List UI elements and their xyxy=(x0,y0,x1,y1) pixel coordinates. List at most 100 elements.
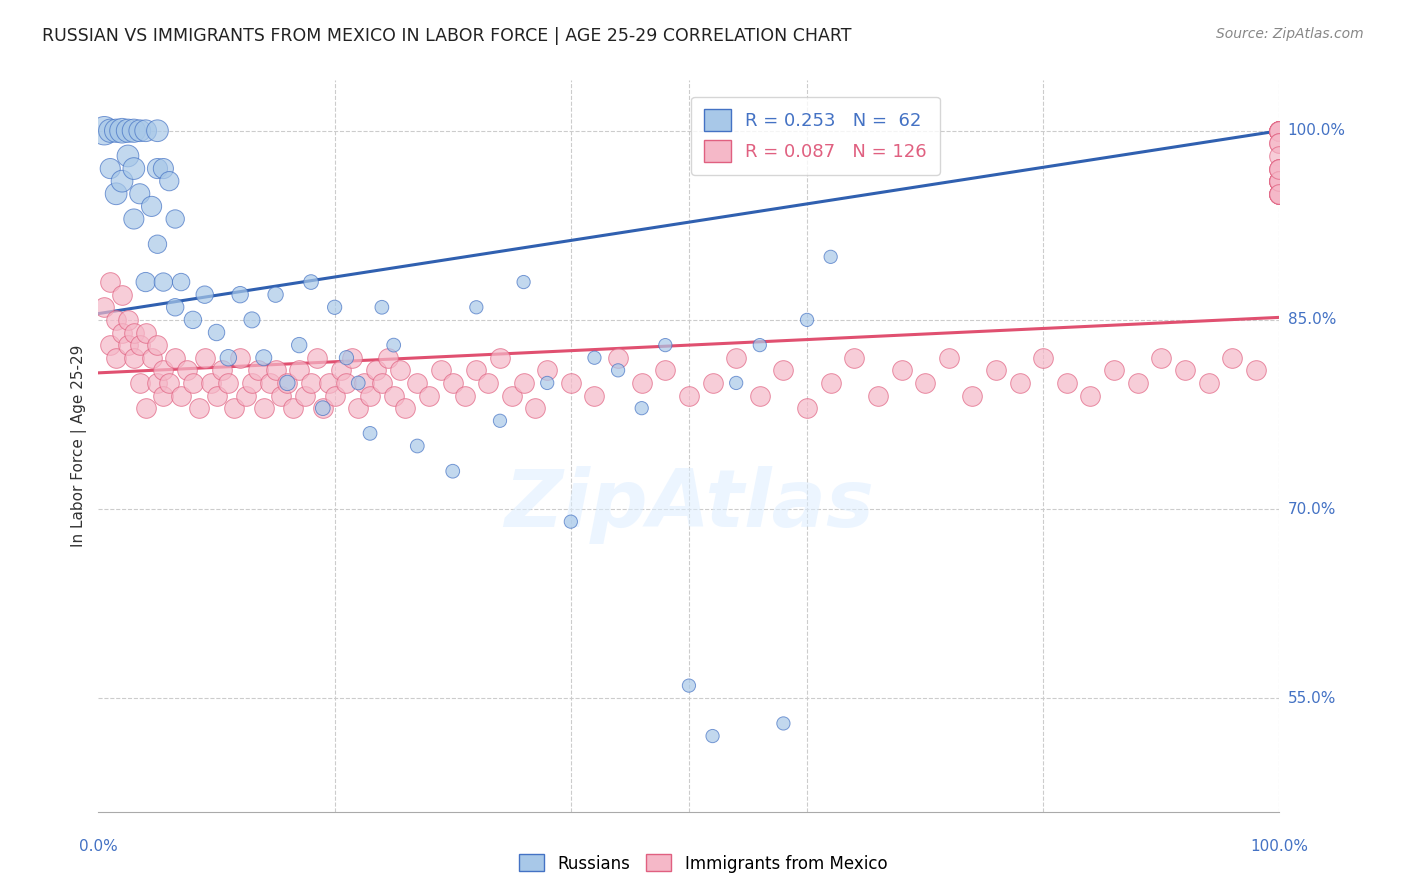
Point xyxy=(318,376,340,390)
Point xyxy=(347,376,370,390)
Point xyxy=(135,124,157,138)
Point xyxy=(1268,124,1291,138)
Point xyxy=(1102,363,1125,377)
Point xyxy=(235,388,257,402)
Point xyxy=(382,338,405,352)
Point xyxy=(165,300,187,314)
Point xyxy=(181,376,204,390)
Point xyxy=(194,287,217,301)
Point xyxy=(489,351,512,365)
Text: 55.0%: 55.0% xyxy=(1288,690,1336,706)
Point xyxy=(141,199,163,213)
Point xyxy=(194,351,217,365)
Point xyxy=(122,326,145,340)
Point xyxy=(276,376,298,390)
Point xyxy=(111,174,134,188)
Point xyxy=(200,376,222,390)
Text: 70.0%: 70.0% xyxy=(1288,501,1336,516)
Point xyxy=(342,351,364,365)
Point xyxy=(288,338,311,352)
Point xyxy=(299,275,322,289)
Point xyxy=(536,363,558,377)
Point xyxy=(1032,351,1054,365)
Point xyxy=(1268,161,1291,176)
Point xyxy=(1150,351,1173,365)
Point xyxy=(217,351,239,365)
Point xyxy=(418,388,440,402)
Point xyxy=(246,363,269,377)
Point xyxy=(1268,149,1291,163)
Point xyxy=(1268,124,1291,138)
Point xyxy=(111,326,134,340)
Point xyxy=(98,338,121,352)
Point xyxy=(98,124,121,138)
Point xyxy=(170,275,193,289)
Point xyxy=(938,351,960,365)
Point xyxy=(157,376,180,390)
Point xyxy=(371,300,394,314)
Text: 85.0%: 85.0% xyxy=(1288,312,1336,327)
Point xyxy=(335,351,357,365)
Point xyxy=(1268,161,1291,176)
Point xyxy=(1268,174,1291,188)
Point xyxy=(323,300,346,314)
Point xyxy=(329,363,352,377)
Point xyxy=(135,401,157,416)
Point xyxy=(702,376,724,390)
Point xyxy=(607,351,630,365)
Point xyxy=(229,351,252,365)
Point xyxy=(441,464,464,478)
Point xyxy=(299,376,322,390)
Point xyxy=(583,388,606,402)
Point xyxy=(465,363,488,377)
Point xyxy=(512,376,534,390)
Point xyxy=(93,300,115,314)
Point xyxy=(512,275,534,289)
Point xyxy=(630,401,652,416)
Point xyxy=(1268,174,1291,188)
Point xyxy=(105,186,128,201)
Point xyxy=(406,376,429,390)
Point xyxy=(430,363,453,377)
Point xyxy=(117,338,139,352)
Point xyxy=(1268,136,1291,151)
Point xyxy=(371,376,394,390)
Point xyxy=(224,401,246,416)
Point xyxy=(312,401,335,416)
Point xyxy=(748,338,770,352)
Point xyxy=(211,363,233,377)
Point xyxy=(128,338,150,352)
Point xyxy=(1126,376,1149,390)
Point xyxy=(1056,376,1078,390)
Point xyxy=(128,376,150,390)
Point xyxy=(1080,388,1102,402)
Point xyxy=(477,376,499,390)
Point xyxy=(406,439,429,453)
Point xyxy=(820,376,842,390)
Point xyxy=(229,287,252,301)
Point xyxy=(146,376,169,390)
Point xyxy=(146,338,169,352)
Point xyxy=(105,351,128,365)
Point xyxy=(654,338,676,352)
Point xyxy=(890,363,912,377)
Legend: R = 0.253   N =  62, R = 0.087   N = 126: R = 0.253 N = 62, R = 0.087 N = 126 xyxy=(692,96,939,175)
Point xyxy=(725,376,748,390)
Point xyxy=(259,376,281,390)
Point xyxy=(465,300,488,314)
Point xyxy=(501,388,523,402)
Point xyxy=(98,275,121,289)
Point xyxy=(1198,376,1220,390)
Point xyxy=(607,363,630,377)
Point xyxy=(1268,161,1291,176)
Legend: Russians, Immigrants from Mexico: Russians, Immigrants from Mexico xyxy=(512,847,894,880)
Point xyxy=(135,326,157,340)
Point xyxy=(453,388,475,402)
Point xyxy=(181,313,204,327)
Point xyxy=(1268,174,1291,188)
Point xyxy=(359,426,381,441)
Point xyxy=(1268,136,1291,151)
Point xyxy=(135,275,157,289)
Point xyxy=(866,388,889,402)
Point xyxy=(146,237,169,252)
